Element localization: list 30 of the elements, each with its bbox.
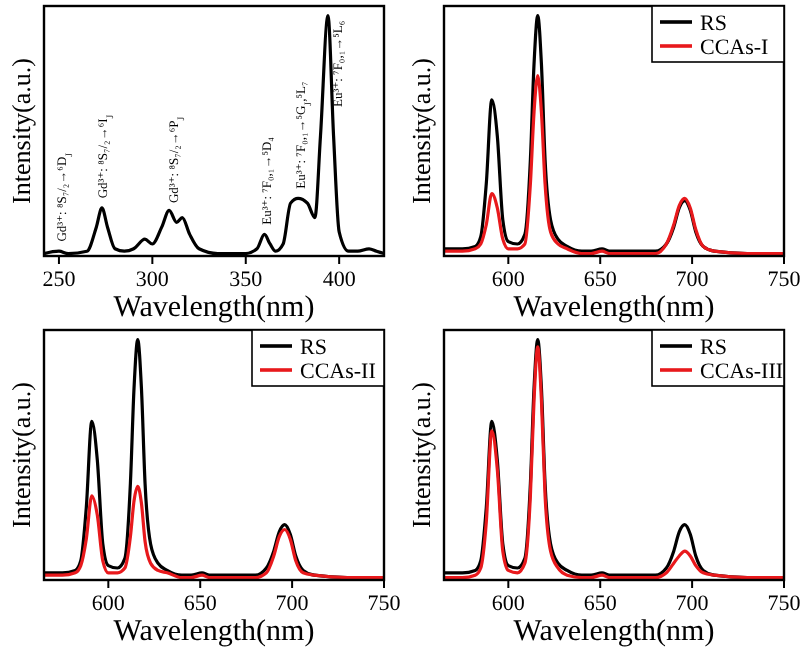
x-tick-label: 300 [135, 268, 170, 292]
x-tick-label: 750 [767, 268, 800, 292]
x-tick-label: 750 [367, 592, 402, 616]
y-axis-title: Intensity(a.u.) [406, 382, 436, 528]
x-axis-title: Wavelength(nm) [113, 292, 315, 324]
x-axis-title: Wavelength(nm) [513, 616, 715, 648]
x-tick-label: 750 [767, 592, 800, 616]
x-axis-title: Wavelength(nm) [513, 292, 715, 324]
legend-label: RS [300, 336, 327, 360]
y-axis-title: Intensity(a.u.) [6, 382, 36, 528]
legend-label: RS [700, 336, 727, 360]
x-tick-label: 700 [675, 268, 710, 292]
x-tick-label: 600 [491, 268, 526, 292]
x-tick-label: 250 [42, 268, 77, 292]
legend-label: RS [700, 12, 727, 36]
legend-label: CCAs-III [700, 360, 784, 384]
x-tick-label: 650 [183, 592, 218, 616]
x-tick-label: 600 [491, 592, 526, 616]
x-tick-label: 650 [583, 268, 618, 292]
x-tick-label: 650 [583, 592, 618, 616]
legend-label: CCAs-I [700, 36, 770, 60]
x-tick-label: 600 [91, 592, 126, 616]
x-tick-label: 400 [322, 268, 357, 292]
x-tick-label: 700 [675, 592, 710, 616]
x-axis-title: Wavelength(nm) [113, 616, 315, 648]
y-axis-title: Intensity(a.u.) [6, 58, 36, 204]
y-axis-title: Intensity(a.u.) [406, 58, 436, 204]
x-tick-label: 700 [275, 592, 310, 616]
x-tick-label: 350 [229, 268, 264, 292]
legend-label: CCAs-II [300, 360, 377, 384]
